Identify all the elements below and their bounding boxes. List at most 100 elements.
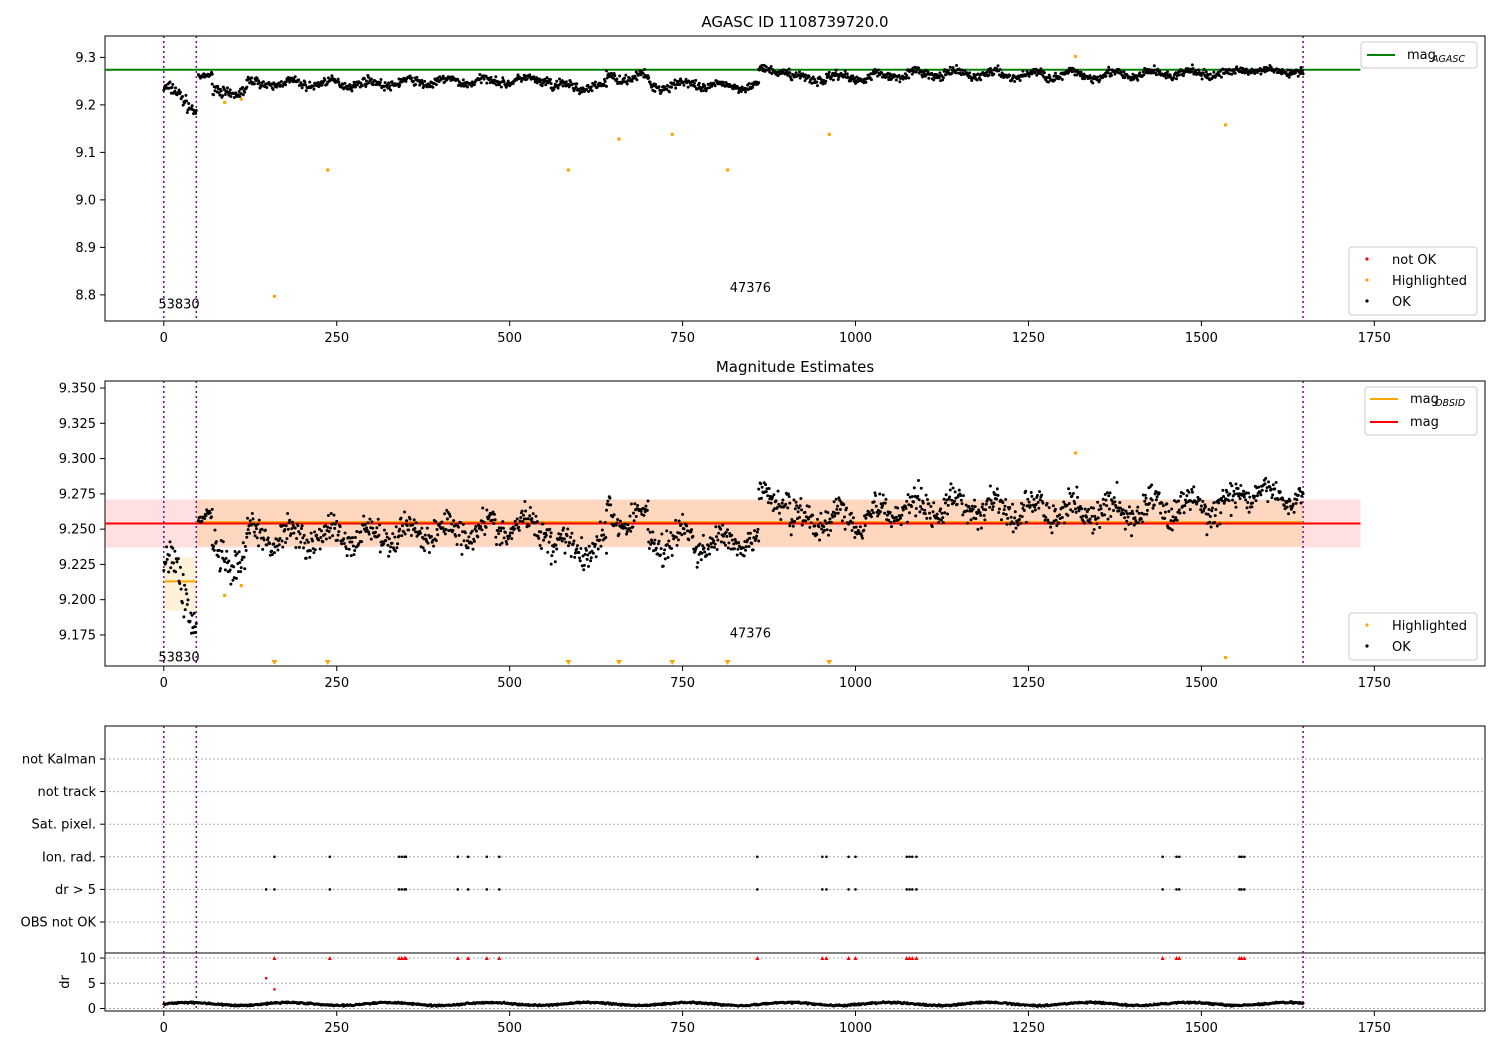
p2-ok-point-1399 xyxy=(1123,527,1127,531)
p1-ok-point-742 xyxy=(672,83,676,87)
p2-ok-point-1098 xyxy=(916,494,920,498)
p2-ok-point-364 xyxy=(413,526,417,530)
p2-ok-point-215 xyxy=(311,539,315,543)
p2-ok-point-1190 xyxy=(979,526,983,530)
p2-ok-point-46 xyxy=(194,631,198,635)
p2-ok-point-1264 xyxy=(1030,494,1034,498)
p2-ok-point-616 xyxy=(587,564,591,568)
p2-ok-point-1014 xyxy=(858,525,862,529)
p2-ok-point-1053 xyxy=(885,513,889,517)
p2-ok-point-549 xyxy=(541,522,545,526)
p1-ok-point-1305 xyxy=(1058,76,1062,80)
p2-ok-point-1427 xyxy=(1143,499,1147,503)
p2-ok-point-39 xyxy=(189,611,193,615)
p2-ok-point-383 xyxy=(426,541,430,545)
p2-ok-point-1315 xyxy=(1065,503,1069,507)
p2-ok-point-956 xyxy=(818,521,822,525)
p2-ok-point-1220 xyxy=(999,518,1003,522)
p2-ok-point-501 xyxy=(508,534,512,538)
p2-lower-limit-marker-3 xyxy=(615,660,622,665)
p2-ok-point-1155 xyxy=(955,502,959,506)
p2-ok-point-1047 xyxy=(881,493,885,497)
p2-ok-point-719 xyxy=(656,542,660,546)
p2-ok-point-891 xyxy=(774,499,778,503)
p1-ok-point-1142 xyxy=(946,69,950,73)
p2-ok-point-1473 xyxy=(1174,516,1178,520)
p2-ok-point-1418 xyxy=(1136,521,1140,525)
p2-ok-point-217 xyxy=(312,551,316,555)
p2-ok-point-568 xyxy=(553,560,557,564)
p2-ok-point-672 xyxy=(625,532,629,536)
p2-ok-point-118 xyxy=(244,548,248,552)
p2-ok-point-870 xyxy=(759,496,763,500)
p1-ok-point-204 xyxy=(303,80,307,84)
p3-flag-point-4-17 xyxy=(908,888,911,891)
p1-ok-point-921 xyxy=(794,71,798,75)
p2-ok-point-814 xyxy=(721,534,725,538)
p1-ok-point-714 xyxy=(653,89,657,93)
p2-ok-point-769 xyxy=(691,534,695,538)
p1-ok-point-404 xyxy=(441,77,445,81)
p2-ok-point-1229 xyxy=(1006,516,1010,520)
p2-ok-point-1329 xyxy=(1075,485,1079,489)
p2-ok-point-1082 xyxy=(905,499,909,503)
p2-ok-point-1151 xyxy=(952,499,956,503)
p2-ok-point-132 xyxy=(253,534,257,538)
p1-ok-point-1247 xyxy=(1018,78,1022,82)
p1-ok-point-584 xyxy=(564,80,568,84)
p2-ok-point-1280 xyxy=(1041,501,1045,505)
p2-ok-point-1440 xyxy=(1151,506,1155,510)
p2-ok-point-531 xyxy=(528,506,532,509)
p1-ok-point-131 xyxy=(252,82,256,86)
p2-ok-point-102 xyxy=(233,549,237,553)
p2-ok-point-1577 xyxy=(1245,506,1249,510)
p1-ok-point-296 xyxy=(367,75,371,79)
p1-ok-point-1447 xyxy=(1156,67,1160,71)
p2-ok-point-969 xyxy=(827,520,831,524)
p1-highlighted-point-8 xyxy=(827,132,831,137)
p2-ok-point-75 xyxy=(214,540,218,544)
p3-flag-point-4-0 xyxy=(264,888,268,891)
p2-ok-point-748 xyxy=(676,538,680,542)
p2-ok-point-363 xyxy=(412,518,416,522)
p2-ok-point-1058 xyxy=(888,511,892,515)
p2-ok-point-1649 xyxy=(1295,498,1299,502)
p2-ok-point-80 xyxy=(218,569,222,573)
p2-ok-point-285 xyxy=(359,530,363,534)
p2-ok-point-1392 xyxy=(1118,506,1122,510)
p1-ok-point-720 xyxy=(657,85,661,89)
p1-ok-point-113 xyxy=(241,85,245,89)
p2-ok-point-491 xyxy=(501,520,505,524)
p2-ok-point-1213 xyxy=(995,497,999,501)
p3-flag-point-3-1 xyxy=(328,855,332,859)
p2-ok-point-313 xyxy=(378,550,382,554)
p1-ok-point-570 xyxy=(555,79,559,83)
p1-ok-point-756 xyxy=(682,83,686,87)
p2-ok-point-865 xyxy=(757,539,761,543)
p2-ok-point-554 xyxy=(544,533,548,537)
p2-ok-point-224 xyxy=(317,538,321,542)
p2-ok-point-1035 xyxy=(873,491,877,495)
p2-ok-point-1234 xyxy=(1009,515,1013,519)
p2-ok-point-1407 xyxy=(1129,522,1133,526)
p2-ok-point-1216 xyxy=(997,511,1001,515)
p2-ok-point-248 xyxy=(333,522,337,526)
p1-ok-point-1658 xyxy=(1301,72,1305,76)
p1-ok-point-33 xyxy=(185,99,189,103)
p2-ok-point-1170 xyxy=(966,521,970,525)
p2-ok-point-308 xyxy=(375,526,379,530)
p2-ok-point-176 xyxy=(284,541,288,545)
p2-ok-point-409 xyxy=(444,528,448,532)
p1-ok-point-629 xyxy=(596,85,600,89)
p1-ok-point-902 xyxy=(782,68,786,72)
p2-ok-point-325 xyxy=(387,554,391,558)
p2-ok-point-630 xyxy=(596,547,600,551)
p2-ok-point-945 xyxy=(811,513,815,517)
p2-ok-point-1359 xyxy=(1096,500,1100,504)
p2-ok-point-1655 xyxy=(1299,501,1303,505)
p2-ok-point-1413 xyxy=(1133,516,1137,520)
p1-ok-point-877 xyxy=(764,65,768,69)
p2-ok-point-559 xyxy=(548,527,552,531)
p2-lower-limit-marker-5 xyxy=(724,660,731,665)
